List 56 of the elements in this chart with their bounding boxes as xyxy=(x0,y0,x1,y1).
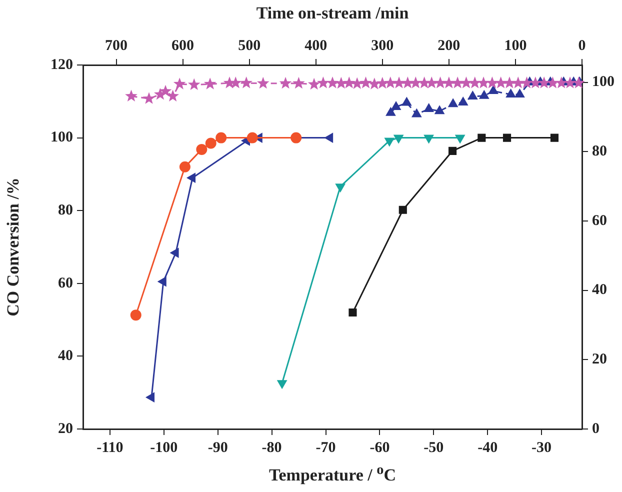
point xyxy=(246,132,258,144)
x-tick-label: 300 xyxy=(371,38,394,54)
point xyxy=(455,134,465,144)
y-tick-label: 20 xyxy=(58,420,73,437)
point xyxy=(335,184,346,192)
x-tick-label: -50 xyxy=(424,440,444,456)
x-axis-title: Temperature / $^{o}$C xyxy=(268,462,397,486)
x-tick-label: -80 xyxy=(262,440,282,456)
y-tick-label: 20 xyxy=(592,352,607,368)
y-tick-label: 40 xyxy=(58,348,73,364)
x-tick-label: 500 xyxy=(238,38,261,54)
y-tick-label: 0 xyxy=(592,420,600,437)
x-tick-label: 400 xyxy=(304,38,328,54)
point xyxy=(384,138,394,146)
x-tick-label: -60 xyxy=(370,440,390,456)
y-tick-label: 40 xyxy=(592,282,607,298)
x-tick-label: 0 xyxy=(578,38,586,54)
y-tick-label: 100 xyxy=(592,74,614,90)
x-tick-label: -70 xyxy=(316,440,336,456)
x-tick-label: -40 xyxy=(478,440,498,456)
point xyxy=(170,248,179,258)
x-axis-title: Time on-stream /min xyxy=(256,4,410,23)
point xyxy=(424,134,434,144)
y-tick-label: 60 xyxy=(58,275,73,292)
point xyxy=(158,276,166,286)
y-tick-label: 120 xyxy=(50,56,73,73)
y-tick-label: 80 xyxy=(592,144,607,160)
y-tick-label: 100 xyxy=(50,130,73,146)
point xyxy=(146,392,155,402)
point xyxy=(290,132,302,144)
point xyxy=(398,206,407,214)
point xyxy=(187,173,196,183)
x-tick-label: -110 xyxy=(96,440,124,456)
x-tick-label: 200 xyxy=(438,38,460,54)
point xyxy=(478,134,486,142)
point xyxy=(216,132,227,144)
x-tick-label: -90 xyxy=(208,440,228,456)
point xyxy=(448,146,457,155)
x-tick-label: 700 xyxy=(105,38,128,54)
point xyxy=(348,308,357,317)
x-tick-label: 100 xyxy=(504,38,527,54)
x-tick-label: -100 xyxy=(150,440,178,456)
point xyxy=(324,132,334,143)
x-tick-label: -30 xyxy=(532,440,552,456)
y-tick-label: 80 xyxy=(58,202,73,218)
point xyxy=(196,144,208,155)
point xyxy=(550,134,559,142)
point xyxy=(277,380,287,389)
point xyxy=(179,161,190,172)
point xyxy=(130,310,142,321)
x-tick-label: 600 xyxy=(172,38,194,54)
point xyxy=(205,138,216,149)
y-tick-label: 60 xyxy=(592,212,607,229)
y-axis-title: CO Conversion /% xyxy=(4,178,23,316)
point xyxy=(394,134,404,144)
point xyxy=(502,134,512,142)
